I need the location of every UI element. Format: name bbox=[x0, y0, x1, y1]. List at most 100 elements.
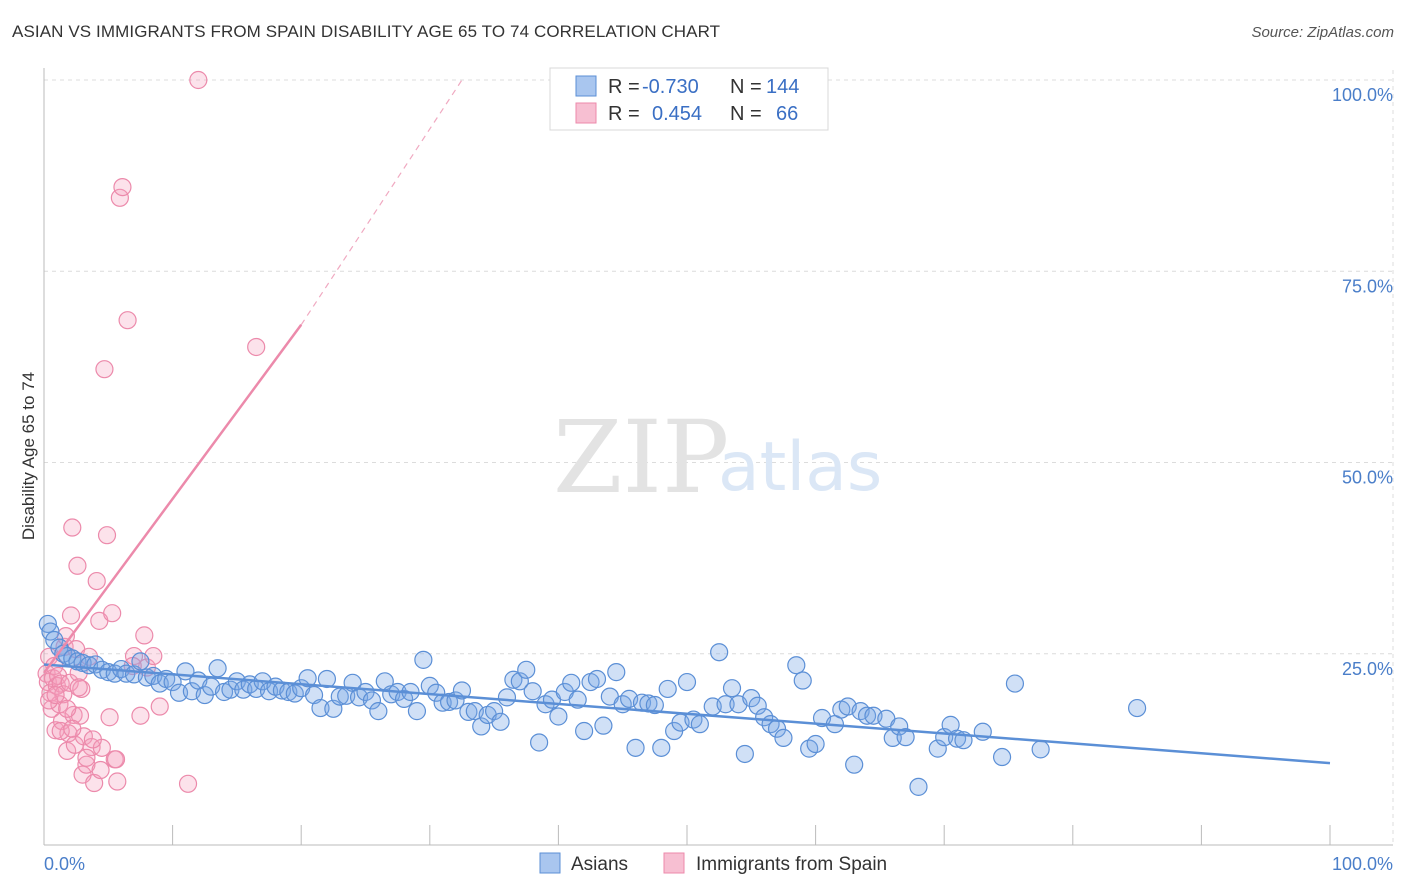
asian-point-104 bbox=[690, 715, 709, 734]
spain-point-42 bbox=[108, 772, 127, 791]
legend-n-label-asians: N = bbox=[730, 76, 762, 98]
spain-point-32 bbox=[82, 737, 101, 757]
asian-point-110 bbox=[735, 744, 754, 764]
asian-point-102 bbox=[677, 672, 697, 692]
asian-point-98 bbox=[652, 738, 671, 757]
asian-point-61 bbox=[414, 650, 433, 669]
x-tick-label-min: 0.0% bbox=[44, 854, 85, 874]
asian-point-86 bbox=[575, 721, 594, 741]
asian-point-17 bbox=[131, 652, 150, 671]
y-tick-label-100: 100.0% bbox=[1332, 85, 1393, 105]
asian-point-65 bbox=[439, 692, 459, 712]
asian-point-94 bbox=[626, 738, 645, 757]
asian-point-82 bbox=[549, 707, 568, 726]
chart-source: Source: ZipAtlas.com bbox=[1251, 24, 1394, 41]
asian-point-67 bbox=[452, 681, 472, 700]
asian-point-133 bbox=[909, 777, 928, 796]
legend-n-value-spain: 66 bbox=[776, 103, 798, 125]
spain-point-58 bbox=[63, 719, 82, 738]
spain-point-20 bbox=[63, 518, 82, 537]
asian-point-88 bbox=[587, 669, 607, 689]
legend-swatch-spain bbox=[575, 102, 597, 124]
spain-point-34 bbox=[87, 571, 106, 591]
y-tick-label-75: 75.0% bbox=[1342, 276, 1393, 296]
asian-point-53 bbox=[362, 691, 382, 710]
asian-point-60 bbox=[407, 702, 427, 721]
spain-point-56 bbox=[51, 721, 70, 741]
spain-point-19 bbox=[61, 606, 81, 625]
spain-point-57 bbox=[58, 699, 77, 718]
spain-point-61 bbox=[83, 730, 102, 749]
asian-point-140 bbox=[992, 747, 1012, 767]
asian-point-29 bbox=[208, 659, 227, 678]
asian-point-76 bbox=[510, 672, 529, 691]
spain-point-62 bbox=[91, 760, 110, 780]
asian-point-141 bbox=[1005, 674, 1025, 693]
asian-point-54 bbox=[369, 702, 388, 721]
asian-point-45 bbox=[311, 698, 330, 718]
asian-point-72 bbox=[485, 702, 504, 721]
asian-point-46 bbox=[317, 669, 337, 689]
asian-point-113 bbox=[755, 708, 774, 727]
bottom-legend-label-asians: Asians bbox=[571, 854, 628, 875]
spain-point-24 bbox=[68, 556, 87, 575]
spain-trendline-extension bbox=[300, 79, 463, 326]
spain-point-39 bbox=[100, 708, 119, 727]
asian-point-99 bbox=[658, 679, 677, 699]
spain-point-45 bbox=[118, 311, 137, 330]
watermark: ZIP atlas bbox=[553, 399, 882, 516]
asian-points bbox=[38, 614, 1147, 796]
spain-point-18 bbox=[60, 673, 79, 692]
spain-point-63 bbox=[106, 750, 126, 769]
asian-point-70 bbox=[472, 717, 491, 736]
asian-point-116 bbox=[774, 728, 793, 748]
spain-trendline bbox=[42, 324, 303, 674]
spain-point-37 bbox=[95, 360, 114, 379]
watermark-atlas: atlas bbox=[718, 428, 882, 507]
asian-point-118 bbox=[793, 671, 812, 690]
legend-n-label-spain: N = bbox=[730, 103, 762, 125]
watermark-zip: ZIP bbox=[553, 399, 729, 516]
asian-point-1 bbox=[41, 622, 60, 641]
asian-point-74 bbox=[497, 688, 517, 707]
bottom-legend-label-spain: Immigrants from Spain bbox=[696, 854, 887, 875]
bottom-legend-swatch-asians bbox=[539, 852, 561, 874]
legend-bottom: Asians Immigrants from Spain bbox=[539, 852, 887, 875]
asian-point-79 bbox=[530, 733, 549, 752]
spain-point-53 bbox=[247, 337, 266, 357]
spain-point-40 bbox=[103, 604, 122, 623]
legend-r-value-spain: 0.454 bbox=[652, 103, 702, 125]
asian-point-77 bbox=[517, 660, 536, 679]
asian-point-106 bbox=[710, 643, 729, 662]
asian-point-143 bbox=[1127, 698, 1147, 718]
legend-top: R = -0.730 N = 144 R = 0.454 N = 66 bbox=[549, 67, 829, 131]
asian-point-84 bbox=[562, 673, 581, 692]
y-tick-label-50: 50.0% bbox=[1342, 468, 1393, 488]
legend-r-label-asians: R = bbox=[608, 76, 640, 98]
spain-point-52 bbox=[189, 70, 208, 90]
spain-points bbox=[37, 70, 266, 793]
spain-point-59 bbox=[69, 678, 88, 697]
spain-point-65 bbox=[150, 697, 169, 716]
asian-point-89 bbox=[594, 716, 613, 735]
asian-point-125 bbox=[845, 755, 864, 774]
spain-point-38 bbox=[97, 526, 117, 545]
y-tick-label-25: 25.0% bbox=[1342, 659, 1393, 679]
asian-point-119 bbox=[800, 739, 819, 758]
asian-point-127 bbox=[857, 706, 877, 725]
asian-point-43 bbox=[298, 669, 317, 688]
legend-r-value-asians: -0.730 bbox=[642, 76, 699, 98]
chart-title: ASIAN VS IMMIGRANTS FROM SPAIN DISABILIT… bbox=[12, 22, 721, 41]
y-axis-title: Disability Age 65 to 74 bbox=[19, 372, 38, 540]
asian-point-112 bbox=[748, 696, 767, 715]
spain-point-55 bbox=[46, 685, 65, 705]
spain-point-30 bbox=[77, 755, 96, 774]
asian-point-107 bbox=[716, 695, 735, 714]
axes bbox=[43, 68, 1393, 846]
y-tick-labels: 25.0% 50.0% 75.0% 100.0% bbox=[1332, 85, 1393, 679]
asian-point-68 bbox=[459, 702, 478, 721]
spain-point-51 bbox=[178, 774, 198, 793]
asian-trendline bbox=[43, 663, 1331, 765]
asian-point-117 bbox=[787, 656, 806, 675]
